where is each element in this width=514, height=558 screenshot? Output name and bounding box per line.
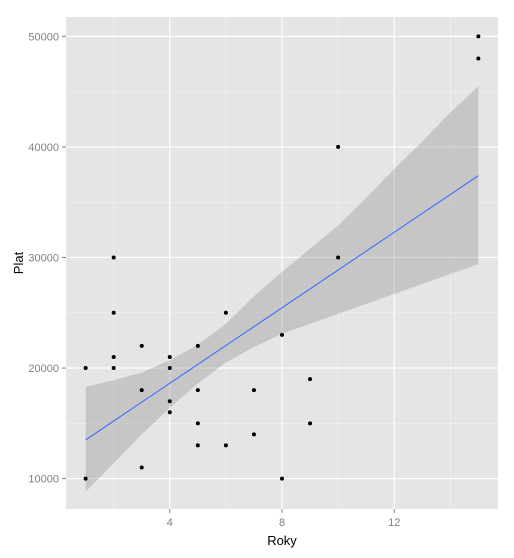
y-tick-label: 10000 — [28, 474, 59, 486]
y-tick-label: 50000 — [28, 31, 59, 43]
x-axis-title: Roky — [267, 533, 297, 548]
data-point — [280, 332, 284, 337]
y-tick-label: 30000 — [28, 252, 59, 264]
data-point — [336, 144, 341, 149]
confidence-band — [85, 86, 479, 492]
data-point — [167, 399, 172, 404]
data-point — [195, 343, 200, 348]
data-point — [476, 56, 481, 61]
data-point — [223, 310, 228, 315]
x-tick-label: 8 — [279, 517, 285, 529]
data-point — [308, 377, 313, 382]
data-point — [167, 410, 172, 415]
x-tick-label: 4 — [167, 517, 173, 529]
data-point — [195, 421, 200, 426]
major-gridlines — [66, 17, 498, 509]
data-point — [111, 354, 116, 359]
data-point — [308, 421, 313, 426]
data-point — [195, 443, 200, 448]
data-point — [111, 310, 116, 315]
data-point — [280, 476, 284, 481]
x-axis-ticks: 4 8 12 — [167, 509, 400, 529]
data-point — [139, 388, 144, 393]
regression-line — [85, 175, 479, 441]
y-axis-title: Plat — [11, 251, 26, 274]
data-point — [251, 432, 256, 437]
data-point — [195, 388, 200, 393]
data-point — [83, 366, 88, 371]
data-point — [139, 343, 144, 348]
data-point — [139, 465, 144, 470]
data-point — [167, 366, 172, 371]
data-point — [83, 476, 88, 481]
data-point — [111, 366, 116, 371]
data-point — [336, 255, 341, 260]
y-axis-ticks: 10000 20000 30000 40000 50000 — [28, 31, 66, 486]
data-point — [476, 34, 481, 39]
data-points — [83, 34, 481, 481]
data-point — [167, 354, 172, 359]
y-tick-label: 20000 — [28, 363, 59, 375]
data-point — [251, 388, 256, 393]
data-point — [223, 443, 228, 448]
y-tick-label: 40000 — [28, 142, 59, 154]
data-point — [111, 255, 116, 260]
x-tick-label: 12 — [388, 517, 400, 529]
